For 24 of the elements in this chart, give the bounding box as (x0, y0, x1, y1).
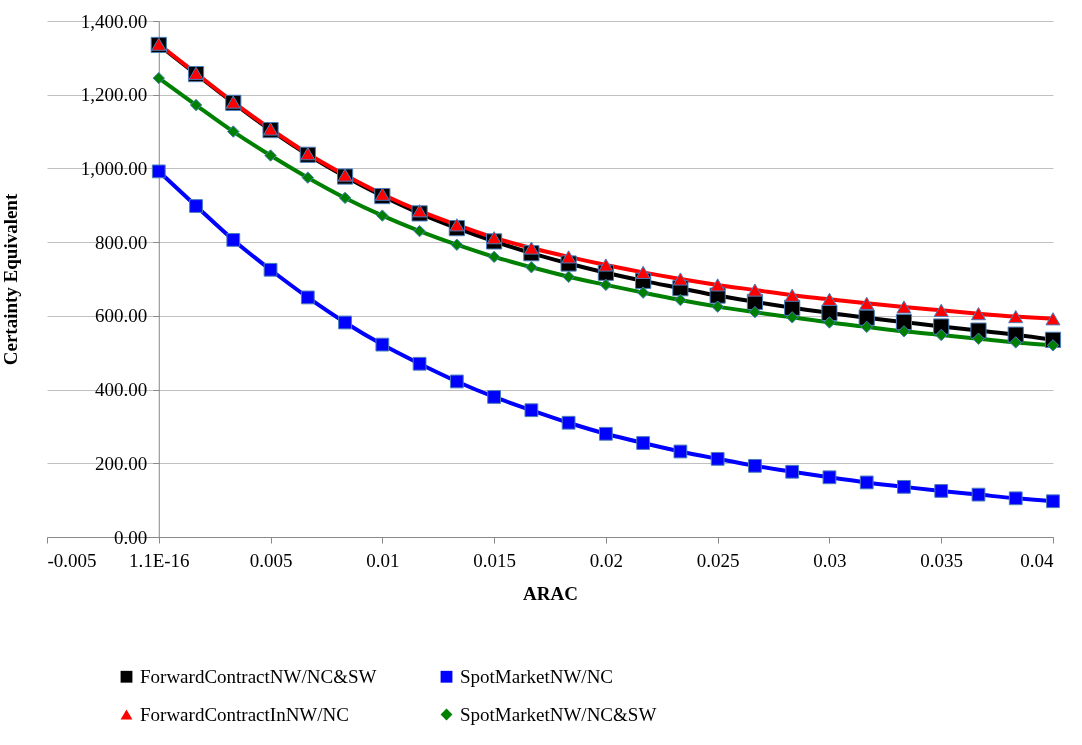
x-axis-title: ARAC (523, 582, 578, 604)
y-tick-label: 200.00 (95, 452, 148, 474)
y-tick-label: 1,000.00 (80, 157, 148, 179)
x-tick-label: 0.015 (473, 549, 516, 571)
x-tick-label: 0.01 (366, 549, 400, 571)
x-tick-label: 0.005 (249, 549, 293, 571)
y-tick-label: 400.00 (95, 379, 148, 401)
x-tick-label: 0.025 (696, 549, 740, 571)
legend-label: ForwardContractNW/NC&SW (140, 665, 377, 687)
y-tick-label: 0.00 (114, 526, 148, 548)
legend-label: SpotMarketNW/NC&SW (460, 703, 657, 725)
y-tick-label: 600.00 (95, 305, 148, 327)
legend-label: ForwardContractInNW/NC (140, 703, 349, 725)
x-tick-label: 0.03 (813, 549, 847, 571)
x-tick-label: 0.035 (920, 549, 964, 571)
x-tick-label: 0.04 (1020, 549, 1054, 571)
y-tick-label: 1,200.00 (80, 84, 148, 106)
y-tick-label: 1,400.00 (80, 10, 148, 32)
x-tick-label: -0.005 (47, 549, 97, 571)
x-tick-label: 0.02 (589, 549, 624, 571)
x-tick-label: 1.1E-16 (128, 549, 190, 571)
y-axis-title: Certainty Equivalent (0, 193, 21, 366)
y-tick-label: 800.00 (95, 231, 148, 253)
legend-label: SpotMarketNW/NC (460, 665, 614, 687)
